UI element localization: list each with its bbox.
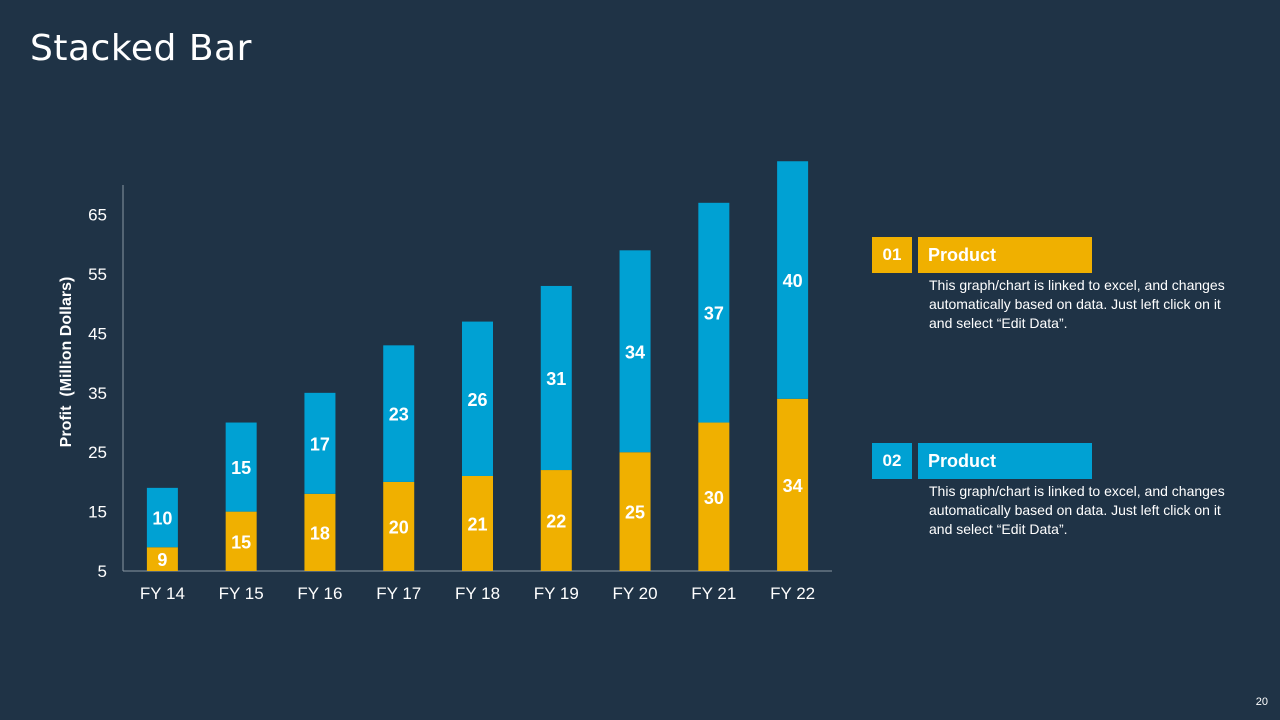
data-label: 26: [467, 390, 487, 410]
legend-item-1: 01 Product This graph/chart is linked to…: [872, 237, 1232, 333]
x-tick-label: FY 18: [455, 584, 500, 603]
y-tick-label: 15: [88, 503, 107, 522]
data-label: 25: [625, 503, 645, 523]
data-label: 21: [467, 514, 487, 534]
y-tick-label: 45: [88, 324, 107, 343]
x-tick-label: FY 17: [376, 584, 421, 603]
x-tick-label: FY 16: [297, 584, 342, 603]
data-label: 10: [152, 509, 172, 529]
bar-segment-1: [225, 511, 257, 571]
data-label: 40: [783, 271, 803, 291]
data-label: 34: [783, 476, 803, 496]
data-label: 23: [389, 405, 409, 425]
legend-label-2: Product: [918, 443, 1092, 479]
x-tick-label: FY 19: [534, 584, 579, 603]
bar-segment-2: [777, 161, 809, 399]
slide-title: Stacked Bar: [30, 28, 252, 69]
bar-segment-1: [777, 398, 809, 571]
x-tick-label: FY 15: [219, 584, 264, 603]
bar-segment-2: [698, 202, 730, 423]
data-label: 34: [625, 342, 645, 362]
data-label: 9: [157, 550, 167, 570]
bar-segment-1: [698, 422, 730, 571]
page-number: 20: [1255, 696, 1268, 708]
x-tick-label: FY 14: [140, 584, 185, 603]
data-label: 31: [546, 369, 566, 389]
y-tick-label: 5: [98, 562, 107, 581]
bar-segment-1: [383, 481, 415, 571]
x-tick-label: FY 21: [691, 584, 736, 603]
data-label: 15: [231, 532, 251, 552]
x-tick-label: FY 20: [613, 584, 658, 603]
x-tick-label: FY 22: [770, 584, 815, 603]
data-label: 37: [704, 304, 724, 324]
bar-segment-2: [619, 250, 651, 453]
bar-segment-1: [304, 493, 336, 571]
bar-segment-2: [225, 422, 257, 512]
bar-segment-2: [383, 345, 415, 482]
bar-segment-2: [462, 321, 493, 476]
bar-segment-2: [146, 487, 178, 548]
bar-segment-1: [462, 475, 493, 571]
legend-number-2: 02: [872, 443, 912, 479]
legend-number-1: 01: [872, 237, 912, 273]
data-label: 22: [546, 512, 566, 532]
legend-description-1: This graph/chart is linked to excel, and…: [929, 277, 1225, 331]
data-label: 30: [704, 488, 724, 508]
data-label: 17: [310, 434, 330, 454]
bar-segment-1: [540, 470, 572, 571]
bar-segment-2: [304, 392, 336, 494]
data-label: 15: [231, 458, 251, 478]
y-tick-label: 55: [88, 265, 107, 284]
data-label: 20: [389, 517, 409, 537]
y-tick-label: 35: [88, 384, 107, 403]
legend-description-2: This graph/chart is linked to excel, and…: [929, 483, 1225, 537]
bar-segment-2: [540, 285, 572, 471]
bar-segment-1: [146, 547, 178, 571]
legend-label-1: Product: [918, 237, 1092, 273]
y-tick-label: 25: [88, 443, 107, 462]
y-axis-title: Profit (Million Dollars): [58, 277, 75, 448]
data-label: 18: [310, 523, 330, 543]
bar-segment-1: [619, 452, 651, 571]
y-tick-label: 65: [88, 206, 107, 225]
legend-item-2: 02 Product This graph/chart is linked to…: [872, 443, 1232, 539]
